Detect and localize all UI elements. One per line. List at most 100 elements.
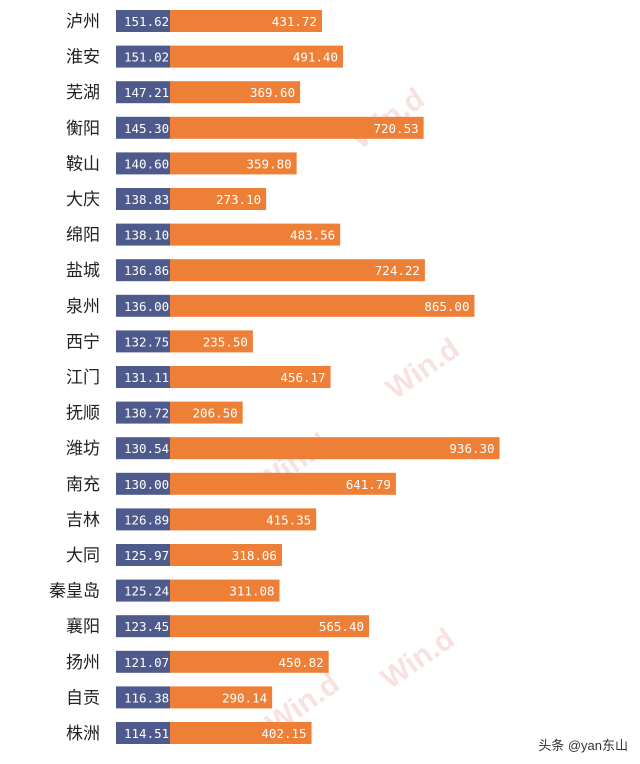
city-label: 泸州 (66, 12, 100, 32)
bar-rows: 泸州 151.62 431.72 淮安 151.02 491.40 芜湖 147.21 369.… (49, 10, 500, 744)
bar-second-series (170, 508, 317, 531)
city-label: 株洲 (66, 724, 100, 744)
bar-second-series (170, 544, 282, 566)
watermark-text: Win.d (375, 622, 461, 696)
value-label-first: 132.75 (124, 334, 169, 349)
city-label: 芜湖 (66, 83, 100, 103)
bar-first-series (116, 294, 170, 317)
bar-row: 绵阳 138.10 483.56 (66, 223, 341, 246)
value-label-first: 138.10 (124, 228, 169, 243)
value-label-first: 130.54 (124, 441, 169, 456)
city-label: 江门 (66, 368, 100, 388)
bar-second-series (170, 615, 370, 638)
bar-first-series (116, 650, 170, 673)
value-label-second: 431.72 (272, 14, 317, 29)
bar-second-series (170, 579, 280, 602)
bar-first-series (116, 579, 170, 602)
bar-row: 泸州 151.62 431.72 (66, 10, 322, 32)
bar-row: 自贡 116.38 290.14 (66, 686, 273, 709)
bar-second-series (170, 81, 301, 104)
bar-row: 鞍山 140.60 359.80 (66, 152, 297, 175)
value-label-second: 235.50 (203, 334, 248, 349)
value-label-second: 456.17 (280, 370, 325, 385)
bar-row: 江门 131.11 456.17 (66, 366, 331, 388)
bar-second-series (170, 116, 424, 139)
value-label-first: 151.02 (124, 50, 169, 65)
value-label-first: 126.89 (124, 512, 169, 527)
city-label: 大同 (66, 546, 100, 566)
value-label-second: 491.40 (293, 50, 338, 65)
bar-row: 南充 130.00 641.79 (66, 472, 396, 495)
bar-first-series (116, 401, 170, 424)
bar-second-series (170, 472, 396, 495)
bar-row: 大庆 138.83 273.10 (66, 188, 267, 210)
bar-first-series (116, 686, 170, 709)
value-label-second: 865.00 (424, 299, 469, 314)
bar-first-series (116, 472, 170, 495)
bar-second-series (170, 437, 500, 460)
bar-first-series (116, 10, 170, 32)
value-label-first: 138.83 (124, 192, 169, 207)
bar-second-series (170, 188, 267, 210)
bar-row: 淮安 151.02 491.40 (66, 45, 343, 68)
value-label-first: 130.72 (124, 406, 169, 421)
value-label-first: 136.86 (124, 263, 169, 278)
city-label: 淮安 (66, 48, 100, 68)
bar-second-series (170, 650, 329, 673)
value-label-second: 720.53 (373, 121, 418, 136)
bar-first-series (116, 437, 170, 460)
city-label: 衡阳 (66, 119, 100, 139)
bar-second-series (170, 686, 273, 709)
city-label: 南充 (66, 475, 100, 495)
bar-first-series (116, 330, 170, 353)
source-credit: 头条 @yan东山 (538, 738, 628, 753)
bar-row: 株洲 114.51 402.15 (66, 722, 312, 744)
bar-row: 衡阳 145.30 720.53 (66, 116, 424, 139)
bar-first-series (116, 366, 170, 388)
city-label: 抚顺 (66, 404, 100, 424)
city-label: 秦皇岛 (49, 582, 100, 602)
bar-row: 抚顺 130.72 206.50 (66, 401, 243, 424)
value-label-first: 125.24 (124, 584, 169, 599)
bar-row: 西宁 132.75 235.50 (66, 330, 253, 353)
value-label-first: 114.51 (124, 726, 169, 741)
bar-row: 潍坊 130.54 936.30 (66, 437, 500, 460)
value-label-first: 125.97 (124, 548, 169, 563)
bar-second-series (170, 152, 297, 175)
city-label: 吉林 (66, 510, 100, 530)
value-label-first: 145.30 (124, 121, 169, 136)
value-label-second: 359.80 (246, 156, 291, 171)
bar-first-series (116, 615, 170, 638)
bar-first-series (116, 544, 170, 566)
city-label: 西宁 (66, 332, 100, 352)
bar-second-series (170, 401, 243, 424)
city-label: 自贡 (66, 688, 100, 708)
value-label-second: 415.35 (266, 512, 311, 527)
value-label-second: 273.10 (216, 192, 261, 207)
city-label: 大庆 (66, 190, 100, 210)
bar-first-series (116, 81, 170, 104)
value-label-second: 206.50 (193, 406, 238, 421)
bar-row: 芜湖 147.21 369.60 (66, 81, 301, 104)
value-label-first: 147.21 (124, 85, 169, 100)
value-label-second: 936.30 (449, 441, 494, 456)
bar-second-series (170, 330, 253, 353)
value-label-second: 450.82 (279, 655, 324, 670)
bar-second-series (170, 366, 331, 388)
city-label: 扬州 (66, 653, 100, 673)
bar-row: 秦皇岛 125.24 311.08 (49, 579, 280, 602)
value-label-second: 565.40 (319, 619, 364, 634)
value-label-first: 123.45 (124, 619, 169, 634)
value-label-second: 641.79 (346, 477, 391, 492)
value-label-second: 483.56 (290, 228, 335, 243)
value-label-second: 724.22 (375, 263, 420, 278)
bar-row: 吉林 126.89 415.35 (66, 508, 317, 531)
watermark-text: Win.d (380, 332, 466, 406)
bar-row: 大同 125.97 318.06 (66, 544, 282, 566)
value-label-first: 130.00 (124, 477, 169, 492)
bar-second-series (170, 294, 475, 317)
city-label: 鞍山 (66, 154, 100, 174)
bar-first-series (116, 45, 170, 68)
bar-first-series (116, 116, 170, 139)
